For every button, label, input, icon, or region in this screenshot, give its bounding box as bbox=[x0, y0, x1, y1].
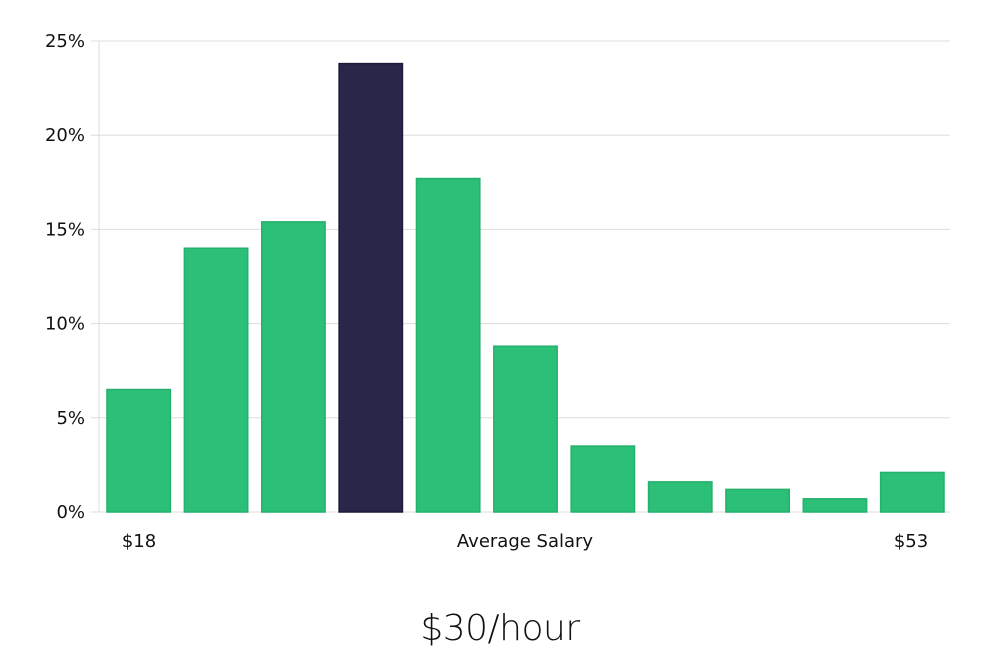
bar bbox=[493, 345, 558, 513]
y-tick-label: 25% bbox=[45, 31, 85, 52]
bar bbox=[570, 445, 636, 513]
bar bbox=[802, 498, 868, 513]
y-tick-label: 5% bbox=[56, 408, 85, 429]
x-axis-label: Average Salary bbox=[457, 531, 594, 552]
y-tick-label: 0% bbox=[56, 502, 85, 523]
y-tick-label: 20% bbox=[45, 125, 85, 146]
y-tick-label: 10% bbox=[45, 314, 85, 335]
salary-histogram: 0% 5% 10% 15% 20% 25% $18 Average Salary $53 bbox=[45, 31, 950, 552]
x-tick-last: $53 bbox=[894, 531, 928, 552]
bar bbox=[106, 388, 172, 513]
bar bbox=[183, 247, 249, 513]
bar bbox=[415, 177, 481, 513]
bar bbox=[879, 471, 945, 513]
chart-title: $30/hour bbox=[420, 608, 580, 649]
bar bbox=[725, 488, 791, 513]
x-tick-first: $18 bbox=[122, 531, 156, 552]
bar bbox=[260, 221, 326, 513]
y-tick-label: 15% bbox=[45, 219, 85, 240]
bar-highlighted bbox=[338, 62, 404, 513]
bar bbox=[647, 481, 713, 513]
